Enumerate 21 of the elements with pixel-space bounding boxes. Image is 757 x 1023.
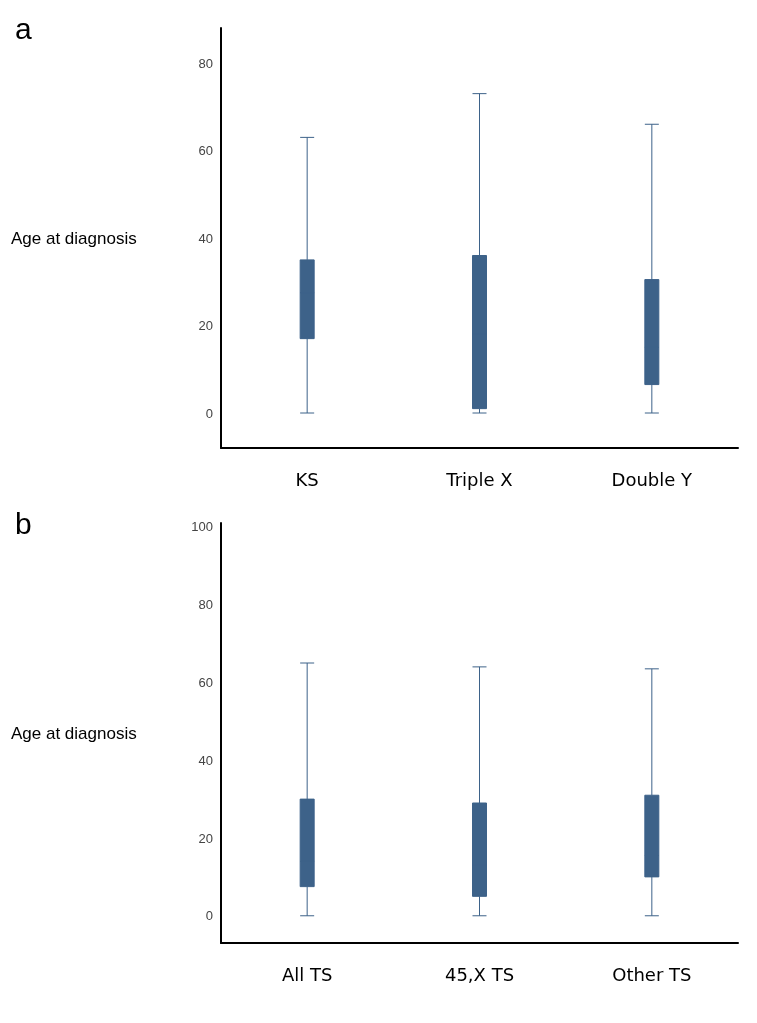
chart-title: b [15, 506, 32, 540]
x-tick-label: All TS [281, 963, 333, 985]
y-axis-title: Age at diagnosis [11, 228, 137, 248]
y-tick-label: 20 [198, 318, 213, 333]
y-tick-label: 40 [198, 230, 213, 246]
y-tick-label: 60 [198, 674, 213, 690]
x-tick-label: 45,X TS [444, 963, 515, 985]
x-tick-label: Triple X [445, 468, 513, 490]
x-tick-label: KS [295, 468, 319, 490]
y-tick-label: 80 [198, 597, 213, 613]
y-tick-label: 100 [191, 519, 213, 535]
y-tick-label: 40 [198, 752, 213, 768]
x-tick-label: Double Y [611, 468, 694, 490]
x-tick-label: Other TS [612, 963, 692, 985]
chart-title: a [15, 11, 32, 45]
y-axis-title: Age at diagnosis [11, 723, 137, 743]
y-tick-label: 0 [205, 908, 213, 924]
y-tick-label: 0 [205, 405, 213, 421]
y-tick-label: 80 [198, 55, 213, 71]
y-tick-label: 60 [198, 143, 213, 158]
y-tick-label: 20 [198, 830, 213, 846]
